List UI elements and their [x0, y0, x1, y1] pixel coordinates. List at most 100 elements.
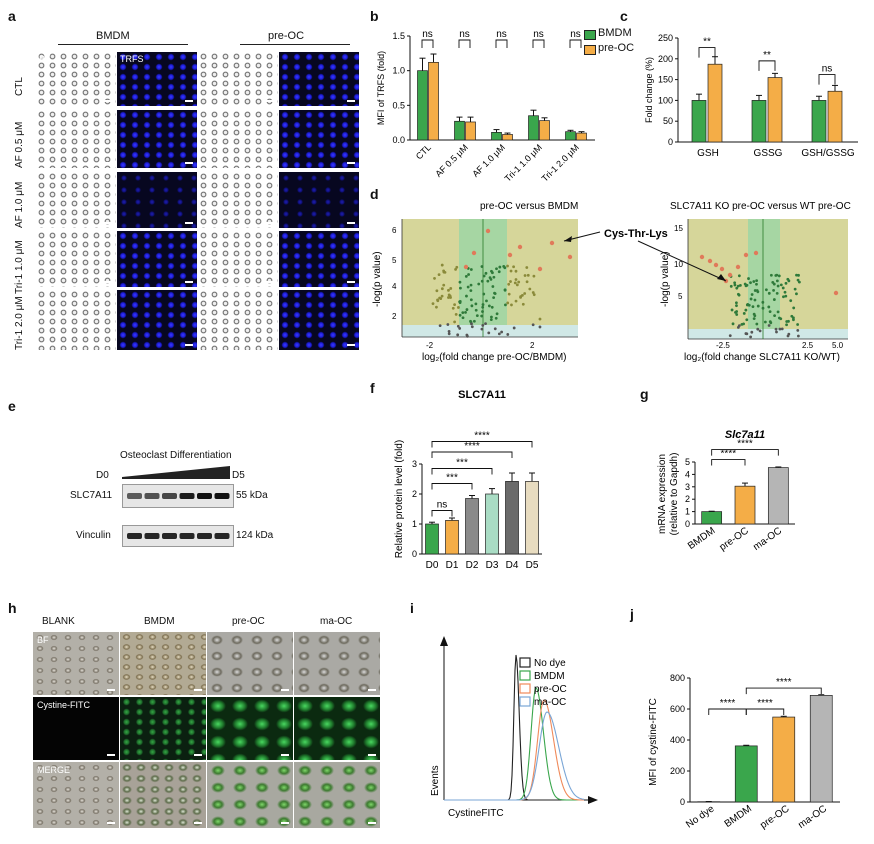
volcano-right-sig-point [727, 272, 733, 278]
significance-label: **** [776, 677, 792, 688]
significance-label: ** [763, 50, 771, 61]
h-col-blank: BLANK [42, 616, 75, 627]
volcano-left-point [490, 305, 494, 309]
volcano-left-point [481, 303, 485, 306]
volcano-left-point [504, 303, 507, 307]
y-tick-label: 0.5 [392, 100, 405, 110]
volcano-left-ytick: 5 [392, 256, 397, 265]
volcano-left-point [503, 288, 507, 292]
bar-d0 [425, 523, 439, 555]
legend-swatch [519, 657, 531, 668]
bar-bmdm [691, 100, 707, 143]
panel-label-c: c [620, 8, 628, 24]
volcano-right-sig-point [833, 290, 839, 296]
volcano-left-point [491, 285, 495, 288]
x-axis-arrow-icon [588, 796, 598, 804]
micrograph-trfs-preoc-af10 [279, 172, 359, 228]
y-axis-label: (relative to Gapdh) [669, 453, 680, 536]
volcano-left-point [454, 267, 457, 271]
group-label-bmdm: BMDM [96, 30, 130, 42]
bar-pre-oc [707, 63, 723, 143]
volcano-left-point [513, 281, 517, 285]
volcano-left-point [461, 311, 465, 315]
bar-bmdm [751, 100, 767, 143]
y-tick-label: 0.0 [392, 135, 405, 145]
significance-bracket [708, 708, 747, 715]
volcano-right-point [775, 330, 778, 334]
volcano-right-point [793, 287, 797, 291]
caption-h-bf: BF [37, 635, 49, 645]
x-tick-label: GSSG [754, 148, 783, 159]
volcano-right-point [773, 314, 776, 318]
volcano-left-point [532, 274, 536, 278]
volcano-right-point [784, 294, 788, 298]
volcano-right-point [774, 327, 778, 331]
bar-pre-oc [428, 61, 439, 141]
volcano-left-point [497, 332, 501, 336]
y-tick-label: 250 [658, 33, 673, 43]
volcano-right-point [751, 305, 755, 309]
bar-pre-oc [767, 77, 783, 143]
x-tick-label: CTL [414, 142, 433, 161]
volcano-left-point [509, 269, 513, 273]
volcano-left-sig-point [463, 264, 469, 270]
volcano-right-point [787, 319, 790, 323]
volcano-left-point [538, 317, 542, 321]
volcano-left-point [486, 279, 490, 283]
volcano-left-point [526, 273, 530, 277]
volcano-left-title: pre-OC versus BMDM [480, 201, 578, 212]
y-tick-label: 0 [685, 519, 690, 529]
chart-d: pre-OC versus BMDM SLC7A11 KO pre-OC ver… [372, 201, 851, 363]
micrograph-h-fitc-bmdm [120, 697, 206, 760]
volcano-left-point [506, 264, 509, 268]
significance-label: **** [737, 439, 753, 450]
volcano-left-point [510, 303, 513, 307]
volcano-right-point [761, 306, 765, 310]
volcano-left-point [480, 279, 484, 283]
row-label-tri20: Tri-1 2.0 μM [14, 296, 25, 350]
volcano-left-point [481, 310, 484, 313]
micrograph-bf-preoc-ctl [198, 52, 278, 106]
volcano-right-sig-point [699, 254, 705, 260]
row-label-tri10: Tri-1 1.0 μM [14, 240, 25, 294]
caption-bf: BF [39, 54, 51, 64]
volcano-right-point [785, 323, 788, 327]
y-axis-label: mRNA expression [657, 454, 668, 534]
legend-swatch [519, 683, 531, 694]
volcano-right-point [728, 334, 732, 338]
y-tick-label: 100 [658, 95, 673, 105]
significance-bracket [745, 687, 822, 695]
volcano-right-sig-point [753, 250, 759, 256]
volcano-left-point [458, 301, 462, 304]
volcano-left-point [492, 275, 496, 279]
volcano-right-point [758, 329, 762, 333]
chart-b: 0.0 0.5 1.0 1.5 ns CTL ns AF 0.5 μM ns AF 1.0 μM n… [376, 29, 595, 184]
volcano-left-point [440, 294, 444, 298]
volcano-left-point [446, 323, 450, 326]
volcano-right-point [755, 282, 758, 286]
significance-bracket [431, 468, 493, 475]
volcano-left-sig-point [549, 240, 555, 246]
volcano-right-point [790, 314, 794, 318]
x-tick-label: D4 [506, 560, 519, 571]
volcano-left-point [521, 302, 525, 306]
x-tick-label: D5 [526, 560, 539, 571]
x-tick-label: GSH [697, 148, 719, 159]
y-axis-arrow-icon [440, 636, 448, 646]
micrograph-trfs-bmdm-tri20 [117, 290, 197, 350]
micrograph-h-merge-blank: MERGE [33, 762, 119, 828]
volcano-right-point [775, 273, 779, 277]
panel-label-f: f [370, 380, 375, 396]
volcano-left-point [489, 278, 493, 281]
x-tick-label: AF 0.5 μM [433, 142, 470, 179]
volcano-right-point [742, 322, 745, 326]
volcano-right-sig-point [743, 252, 749, 258]
x-tick-label: Tri-1 1.0 μM [503, 142, 544, 183]
panel-label-g: g [640, 386, 649, 402]
y-axis-label: MFI of cystine-FITC [648, 698, 659, 786]
micrograph-bf-preoc-tri10 [198, 231, 278, 287]
volcano-left-point [482, 292, 486, 296]
volcano-left-point [489, 318, 493, 322]
